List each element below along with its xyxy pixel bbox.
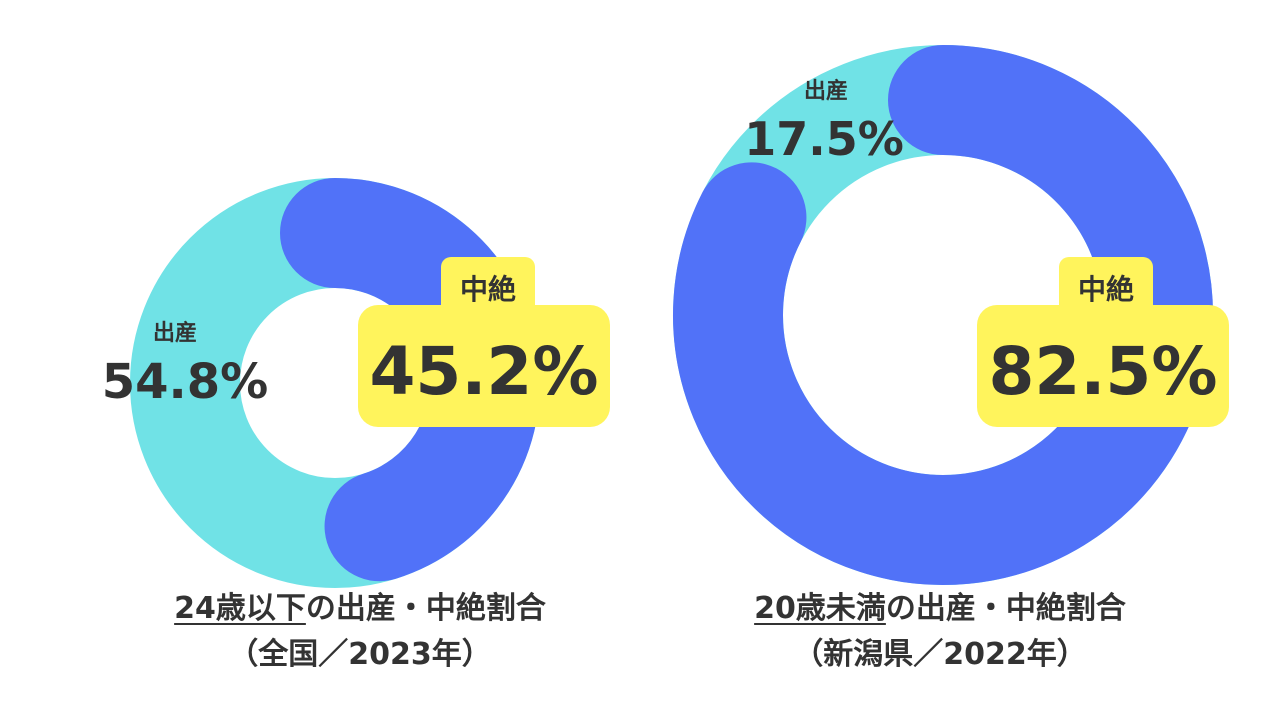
abortion-value-left: 45.2%: [370, 333, 599, 410]
abortion-label-tag-right: [1059, 257, 1153, 317]
abortion-value-badge-left: [358, 305, 610, 427]
caption-line2-right: （新潟県／2022年）: [793, 637, 1087, 672]
abortion-value-right: 82.5%: [989, 333, 1218, 410]
abortion-label-tag-left: [441, 257, 535, 317]
abortion-arc-right: [673, 45, 1213, 585]
chart-caption-right: 20歳未満の出産・中絶割合 （新潟県／2022年）: [660, 586, 1220, 678]
abortion-label-left: 中絶: [460, 273, 516, 306]
caption-line1-left: 24歳以下の出産・中絶割合: [80, 586, 640, 632]
caption-rest-left: の出産・中絶割合: [305, 591, 546, 626]
caption-highlight-right: 20歳未満: [754, 591, 886, 626]
abortion-value-badge-right: [977, 305, 1229, 427]
birth-label-left: 出産: [153, 320, 197, 346]
abortion-label-right: 中絶: [1078, 273, 1134, 306]
caption-line2-left: （全国／2023年）: [228, 637, 492, 672]
caption-rest-right: の出産・中絶割合: [885, 591, 1126, 626]
donut-chart-right: 出産 17.5% 中絶 82.5%: [673, 45, 1229, 585]
donut-chart-left: 出産 54.8% 中絶 45.2%: [102, 178, 610, 588]
birth-label-right: 出産: [804, 78, 848, 104]
caption-highlight-left: 24歳以下: [174, 591, 306, 626]
chart-caption-left: 24歳以下の出産・中絶割合 （全国／2023年）: [80, 586, 640, 678]
birth-value-right: 17.5%: [744, 112, 904, 166]
caption-line1-right: 20歳未満の出産・中絶割合: [660, 586, 1220, 632]
birth-value-left: 54.8%: [102, 354, 269, 410]
